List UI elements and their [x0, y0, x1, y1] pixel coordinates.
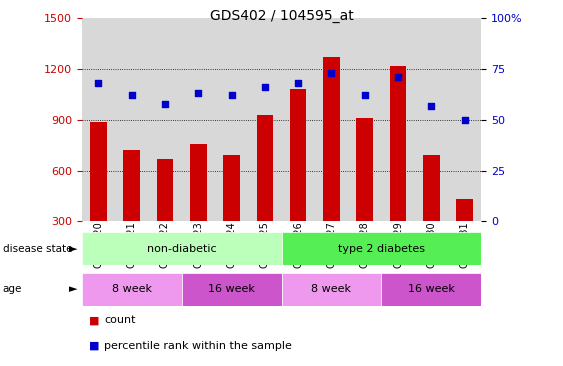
- Text: ►: ►: [69, 284, 78, 294]
- Text: ■: ■: [82, 315, 99, 325]
- Bar: [82, 232, 282, 265]
- Text: GSM9929: GSM9929: [393, 221, 403, 268]
- Point: [160, 101, 169, 107]
- Bar: [356, 118, 373, 221]
- Point: [360, 93, 369, 98]
- Text: GSM9926: GSM9926: [293, 221, 303, 268]
- Bar: [190, 143, 207, 221]
- Text: GSM9925: GSM9925: [260, 221, 270, 268]
- Text: age: age: [3, 284, 22, 294]
- Bar: [223, 156, 240, 221]
- Text: GSM9924: GSM9924: [226, 221, 236, 268]
- Bar: [90, 122, 106, 221]
- Text: 16 week: 16 week: [208, 284, 255, 294]
- Bar: [282, 273, 382, 306]
- Point: [194, 90, 203, 96]
- Bar: [257, 115, 273, 221]
- Text: GSM9923: GSM9923: [193, 221, 203, 268]
- Bar: [181, 273, 282, 306]
- Text: GSM9921: GSM9921: [127, 221, 137, 268]
- Text: percentile rank within the sample: percentile rank within the sample: [104, 341, 292, 351]
- Bar: [423, 156, 440, 221]
- Point: [294, 81, 303, 86]
- Bar: [282, 232, 481, 265]
- Bar: [82, 273, 181, 306]
- Point: [94, 81, 103, 86]
- Point: [227, 93, 236, 98]
- Point: [460, 117, 469, 123]
- Text: GSM9928: GSM9928: [360, 221, 370, 268]
- Point: [260, 85, 269, 90]
- Text: type 2 diabetes: type 2 diabetes: [338, 244, 425, 254]
- Text: 16 week: 16 week: [408, 284, 455, 294]
- Bar: [457, 199, 473, 221]
- Text: GSM9930: GSM9930: [426, 221, 436, 268]
- Bar: [323, 57, 340, 221]
- Text: GSM9931: GSM9931: [460, 221, 470, 268]
- Text: 8 week: 8 week: [311, 284, 351, 294]
- Point: [427, 103, 436, 109]
- Point: [127, 93, 136, 98]
- Point: [394, 74, 403, 80]
- Text: ►: ►: [69, 244, 78, 254]
- Text: non-diabetic: non-diabetic: [147, 244, 216, 254]
- Text: 8 week: 8 week: [111, 284, 151, 294]
- Text: disease state: disease state: [3, 244, 72, 254]
- Text: GSM9922: GSM9922: [160, 221, 170, 268]
- Bar: [123, 150, 140, 221]
- Text: GDS402 / 104595_at: GDS402 / 104595_at: [209, 9, 354, 23]
- Point: [327, 70, 336, 76]
- Text: GSM9927: GSM9927: [327, 221, 337, 268]
- Bar: [290, 89, 306, 221]
- Bar: [382, 273, 481, 306]
- Text: GSM9920: GSM9920: [93, 221, 103, 268]
- Bar: [157, 159, 173, 221]
- Text: ■: ■: [82, 341, 99, 351]
- Text: count: count: [104, 315, 136, 325]
- Bar: [390, 66, 406, 221]
